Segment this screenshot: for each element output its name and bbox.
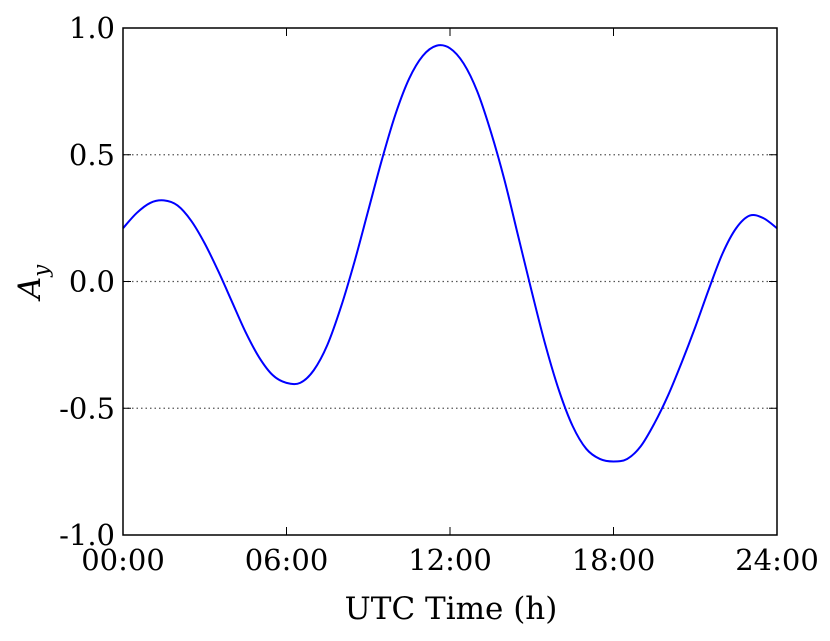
x-tick-label-2: 12:00 xyxy=(408,543,492,577)
y-tick-label-1: 0.5 xyxy=(69,138,115,172)
x-tick-label-4: 24:00 xyxy=(735,543,819,577)
y-tick-label-4: -1.0 xyxy=(59,518,115,552)
grid-lines xyxy=(123,154,777,409)
y-tick-label-0: 1.0 xyxy=(69,11,115,45)
tick-marks xyxy=(122,27,778,536)
x-tick-label-0: 00:00 xyxy=(81,543,165,577)
y-tick-label-2: 0.0 xyxy=(69,265,115,299)
series-layer xyxy=(122,44,778,463)
y-tick-label-3: -0.5 xyxy=(59,391,115,425)
x-tick-labels: 00:00 06:00 12:00 18:00 24:00 xyxy=(81,543,819,577)
y-tick-labels: 1.0 0.5 0.0 -0.5 -1.0 xyxy=(59,11,115,552)
series-line-0 xyxy=(122,44,778,463)
y-axis-label-main: A xyxy=(12,277,48,302)
y-axis-label: Ay xyxy=(12,264,53,302)
y-axis-label-subscript: y xyxy=(29,264,53,278)
x-tick-label-3: 18:00 xyxy=(572,543,656,577)
x-tick-label-1: 06:00 xyxy=(245,543,329,577)
x-axis-label: UTC Time (h) xyxy=(345,591,558,627)
